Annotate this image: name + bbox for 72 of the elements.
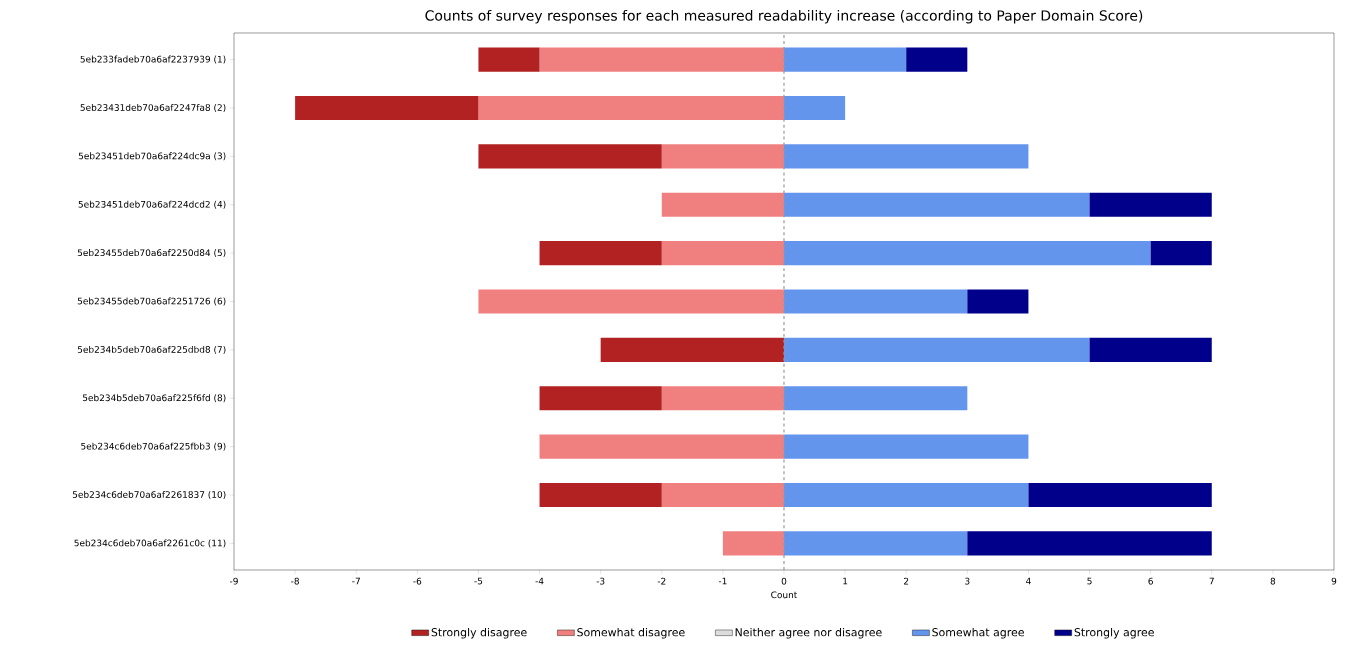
bar: [539, 482, 662, 508]
bar: [783, 47, 907, 72]
x-tick-label: -3: [596, 577, 605, 585]
y-tick-label: 5eb234b5deb70a6af225f6fd (8): [82, 394, 226, 403]
bar: [661, 192, 784, 217]
bar: [967, 531, 1212, 556]
legend-label: Strongly disagree: [431, 627, 527, 639]
y-tick-label: 5eb234b5deb70a6af225dbd8 (7): [77, 345, 226, 354]
bar: [783, 482, 1029, 508]
bar: [1150, 241, 1212, 266]
legend-label: Strongly agree: [1074, 627, 1154, 639]
bar: [783, 434, 1029, 459]
y-tick-label: 5eb234c6deb70a6af225fbb3 (9): [81, 442, 226, 451]
x-tick-label: -5: [474, 577, 483, 585]
bar: [661, 241, 784, 266]
y-tick-label: 5eb234c6deb70a6af2261c0c (11): [74, 539, 226, 548]
x-tick-label: 8: [1270, 577, 1276, 585]
bar: [722, 531, 784, 556]
bar: [783, 144, 1029, 169]
x-tick-label: -7: [352, 577, 360, 585]
y-tick-label: 5eb23451deb70a6af224dc9a (3): [78, 152, 226, 161]
bar: [1089, 337, 1212, 362]
x-tick-label: -4: [535, 577, 544, 585]
bar: [1028, 482, 1212, 508]
bar: [783, 241, 1151, 266]
y-tick-label: 5eb23451deb70a6af224dcd2 (4): [78, 200, 226, 209]
y-tick-label: 5eb23455deb70a6af2251726 (6): [77, 297, 226, 306]
bar: [478, 144, 662, 169]
bar: [539, 434, 784, 459]
bar: [478, 95, 784, 121]
bar: [539, 47, 784, 72]
bar: [783, 531, 968, 556]
x-tick-label: 1: [843, 577, 848, 585]
bar: [661, 482, 784, 508]
legend-label: Somewhat disagree: [577, 627, 685, 639]
x-tick-label: 9: [1331, 577, 1337, 585]
bar: [539, 241, 662, 266]
x-tick-label: 7: [1209, 577, 1214, 585]
legend-label: Somewhat agree: [932, 627, 1024, 639]
bar: [967, 289, 1029, 314]
chart-title: Counts of survey responses for each measured readability increase (according to Paper Domain Score): [425, 10, 1143, 24]
x-tick-label: -9: [229, 577, 238, 585]
bar: [661, 144, 784, 169]
x-tick-label: -6: [413, 577, 422, 585]
y-tick-label: 5eb234c6deb70a6af2261837 (10): [72, 491, 226, 500]
y-tick-label: 5eb23431deb70a6af2247fa8 (2): [80, 103, 226, 112]
bar: [1089, 192, 1212, 217]
bar: [783, 95, 846, 121]
bar: [783, 337, 1090, 362]
bar: [661, 386, 784, 411]
x-tick-label: -2: [657, 577, 666, 585]
bar: [478, 47, 540, 72]
bar: [478, 289, 784, 314]
x-tick-label: 4: [1026, 577, 1031, 585]
y-tick-label: 5eb233fadeb70a6af2237939 (1): [80, 55, 226, 64]
x-tick-label: 3: [965, 577, 970, 585]
x-tick-label: 5: [1087, 577, 1092, 585]
y-tick-label: 5eb23455deb70a6af2250d84 (5): [77, 249, 226, 258]
x-tick-label: 2: [904, 577, 909, 585]
bar: [295, 95, 479, 121]
bar: [783, 289, 968, 314]
bar: [906, 47, 968, 72]
bar: [783, 192, 1090, 217]
bar: [783, 386, 968, 411]
x-tick-label: -8: [291, 577, 299, 585]
x-axis-title: Count: [771, 591, 798, 599]
bar: [600, 337, 784, 362]
x-tick-label: -1: [718, 577, 727, 585]
bar: [539, 386, 662, 411]
x-tick-label: 6: [1148, 577, 1153, 585]
x-tick-label: 0: [781, 577, 787, 585]
legend-label: Neither agree nor disagree: [735, 627, 882, 639]
